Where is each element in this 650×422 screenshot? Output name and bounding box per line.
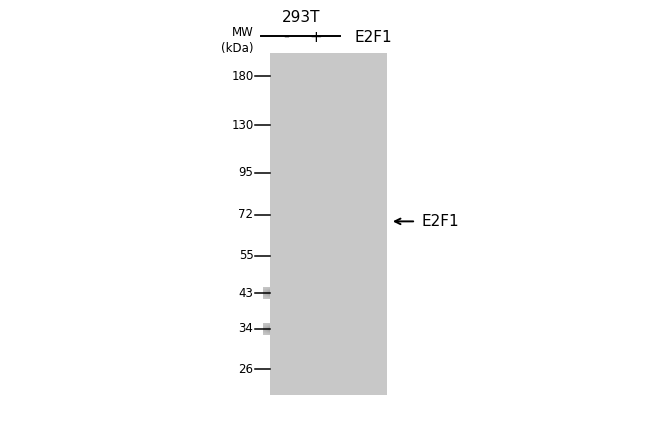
Text: 34: 34 — [239, 322, 254, 335]
Text: 26: 26 — [239, 363, 254, 376]
Text: E2F1: E2F1 — [354, 30, 392, 45]
Text: 130: 130 — [231, 119, 254, 132]
Text: 180: 180 — [231, 70, 254, 83]
Text: 293T: 293T — [281, 10, 320, 25]
Text: +: + — [309, 30, 322, 45]
Text: 72: 72 — [239, 208, 254, 222]
Text: -: - — [283, 27, 289, 45]
Text: E2F1: E2F1 — [421, 214, 459, 229]
Text: 55: 55 — [239, 249, 254, 262]
Text: 95: 95 — [239, 166, 254, 179]
Text: 43: 43 — [239, 287, 254, 300]
Text: MW
(kDa): MW (kDa) — [221, 26, 254, 55]
